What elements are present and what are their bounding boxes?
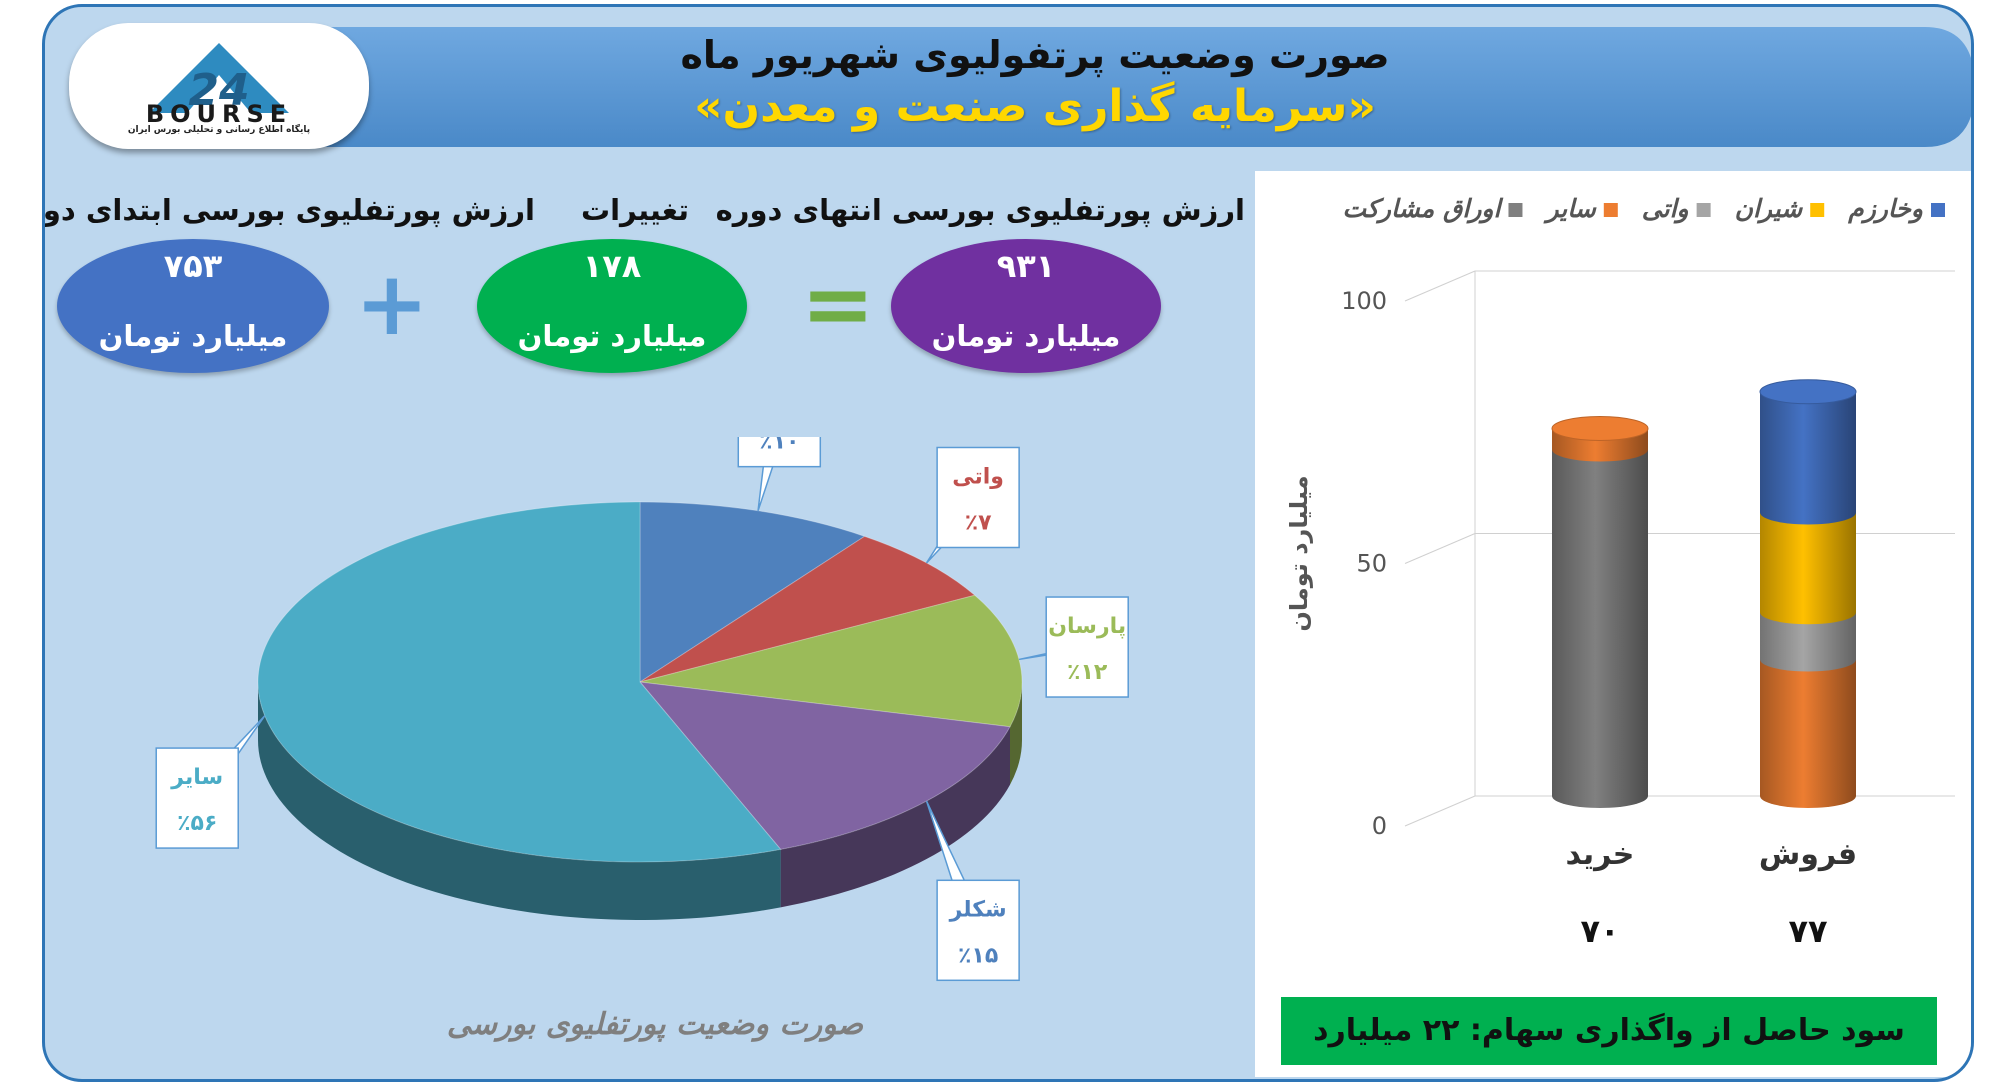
pie-callout-4: سایر ٪۵۶: [155, 715, 266, 849]
pie-label-2: پارسان: [1048, 614, 1126, 639]
bar-0-segment-1: [1760, 659, 1856, 808]
start-value: ۷۵۳: [163, 247, 223, 285]
end-value: ۹۳۱: [996, 247, 1056, 285]
end-value-unit: میلیارد تومان: [931, 319, 1121, 353]
logo-wordmark: BOURSE: [146, 100, 292, 123]
plus-icon: +: [355, 252, 429, 355]
y-tick-0: 0: [1372, 812, 1387, 840]
bar-chart-panel: وخارزم شیران واتی سایر اوراق مشارکت 0 50 100 میل…: [1255, 171, 1971, 1077]
change-value-unit: میلیارد تومان: [517, 319, 707, 353]
pie-value-0: ٪۱۰: [759, 437, 799, 455]
pie-side-2: [1009, 682, 1022, 785]
pie-callout-3: شکلر ٪۱۵: [925, 800, 1020, 982]
y-tick-2: 100: [1341, 287, 1387, 315]
x-category-1: خرید: [1566, 837, 1635, 872]
end-value-ellipse: ۹۳۱ میلیارد تومان: [891, 239, 1161, 373]
bar-0-segment-4: [1760, 391, 1856, 525]
pie-callout-1: واتی ٪۷: [925, 446, 1020, 564]
bar-0-segment-2: [1760, 612, 1856, 672]
dashboard-frame: صورت وضعیت پرتفولیوی شهریور ماه «سرمایه …: [42, 4, 1974, 1082]
pie-side-3: [780, 726, 1010, 908]
legend-swatch-1: [1810, 203, 1825, 217]
legend-item-2: واتی: [1642, 194, 1711, 224]
legend-label-1: شیران: [1735, 194, 1804, 224]
pie-value-4: ٪۵۶: [177, 811, 217, 836]
page-title: صورت وضعیت پرتفولیوی شهریور ماه: [680, 33, 1390, 77]
logo-mountain-icon: 24 BOURSE: [146, 43, 292, 123]
pie-caption: صورت وضعیت پورتفلیوی بورسی: [446, 1007, 864, 1042]
buy-sell-bar-chart: وخارزم شیران واتی سایر اوراق مشارکت 0 50 100 میل…: [1285, 194, 1955, 950]
legend-item-1: شیران: [1735, 194, 1825, 224]
legend-swatch-4: [1508, 203, 1523, 217]
header-ribbon: [195, 27, 1971, 147]
pie-value-1: ٪۷: [965, 510, 992, 535]
y-tick-1: 50: [1356, 550, 1387, 578]
pie-label-4: سایر: [170, 765, 223, 790]
start-value-label: ارزش پورتفلیوی بورسی ابتدای دوره: [42, 193, 535, 227]
end-value-label: ارزش پورتفلیوی بورسی انتهای دوره: [715, 193, 1245, 227]
legend-swatch-3: [1603, 203, 1618, 217]
legend-label-0: وخارزم: [1847, 194, 1923, 224]
pie-callout-0: شبران٪۱۰: [737, 437, 822, 512]
legend-swatch-2: [1696, 203, 1711, 217]
pie-value-3: ٪۱۵: [958, 943, 998, 968]
equals-icon: =: [801, 252, 875, 355]
page-subtitle: «سرمایه گذاری صنعت و معدن»: [694, 81, 1376, 132]
y-axis-label: میلیارد تومان: [1285, 475, 1313, 631]
pie-label-3: شکلر: [949, 897, 1007, 922]
bar-0-cap: [1759, 379, 1857, 405]
pie-side-4: [257, 682, 781, 920]
bar-0-segment-3: [1760, 512, 1856, 625]
change-value-ellipse: ۱۷۸ میلیارد تومان: [477, 239, 747, 373]
change-label: تغییرات: [580, 193, 690, 227]
logo-subtitle: پایگاه اطلاع رسانی و تحلیلی بورس ایران: [127, 125, 311, 135]
bar-total-1: ۷۰: [1580, 912, 1619, 950]
profit-banner: سود حاصل از واگذاری سهام: ۲۲ میلیارد توم…: [1281, 997, 1937, 1065]
x-category-0: فروش: [1759, 837, 1857, 872]
pie-callout-2: پارسان ٪۱۲: [1018, 596, 1129, 698]
legend-swatch-0: [1931, 203, 1945, 217]
legend-item-4: اوراق مشارکت: [1342, 194, 1523, 224]
legend-item-3: سایر: [1542, 194, 1618, 224]
change-value: ۱۷۸: [582, 247, 642, 285]
portfolio-pie-chart: شبران٪۱۰ واتی ٪۷ پارسان ٪۱۲ شکلر ٪۱۵ سایر ٪۵۶: [155, 437, 1129, 982]
logo: 24 BOURSE پایگاه اطلاع رسانی و تحلیلی بو…: [69, 23, 369, 149]
legend-label-4: اوراق مشارکت: [1342, 194, 1503, 224]
header-banner: صورت وضعیت پرتفولیوی شهریور ماه «سرمایه …: [45, 23, 1971, 151]
bar-1-cap: [1551, 416, 1649, 441]
legend-item-0: وخارزم: [1847, 194, 1945, 224]
pie-slice-4: [257, 501, 782, 863]
start-value-unit: میلیارد تومان: [98, 319, 288, 353]
start-value-ellipse: ۷۵۳ میلیارد تومان: [57, 239, 329, 373]
bar-1-segment-0: [1552, 449, 1648, 808]
legend-label-3: سایر: [1542, 194, 1596, 224]
logo-number: 24: [188, 65, 249, 116]
pie-value-2: ٪۱۲: [1067, 660, 1108, 685]
bar-total-0: ۷۷: [1788, 912, 1828, 950]
legend-label-2: واتی: [1642, 194, 1689, 224]
pie-label-1: واتی: [952, 464, 1004, 489]
